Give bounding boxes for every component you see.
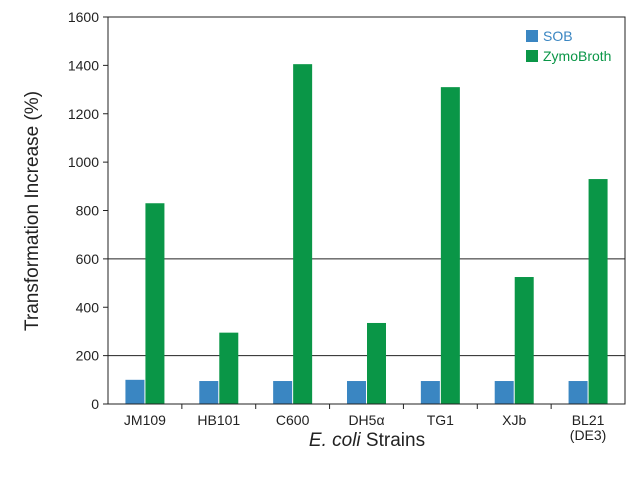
y-axis-ticks: 0 200 400 600 800 1000 1200 1400 1600 [68, 9, 108, 412]
bar-zymobroth-2 [293, 64, 313, 405]
bar-sob-5 [494, 381, 514, 404]
legend: SOB ZymoBroth [526, 28, 611, 64]
bar-zymobroth-3 [367, 322, 386, 404]
y-tick-label: 1200 [68, 106, 99, 122]
y-tick-label: 1000 [68, 154, 99, 170]
y-tick-label: 1400 [68, 57, 99, 73]
y-tick-label: 1600 [68, 9, 99, 25]
plot-frame [107, 16, 626, 405]
bar-zymobroth-4 [440, 87, 460, 405]
x-axis-title: E. coli Strains [309, 430, 425, 451]
gridlines [108, 258, 625, 357]
bars [125, 64, 608, 405]
legend-swatch-zymobroth [526, 50, 538, 62]
bar-sob-0 [125, 379, 145, 404]
x-tick-label: HB101 [197, 412, 240, 428]
x-tick-label: XJb [502, 412, 526, 428]
bar-zymobroth-0 [145, 203, 165, 404]
bar-zymobroth-5 [514, 277, 534, 404]
x-tick-label: DH5α [348, 412, 384, 428]
bar-zymobroth-6 [588, 179, 608, 404]
y-tick-label: 400 [76, 299, 100, 315]
axes [107, 16, 626, 405]
bar-sob-6 [568, 381, 588, 404]
x-axis-ticks: JM109 HB101 C600 DH5α TG1 XJb BL21(DE3) [124, 404, 606, 443]
y-tick-label: 200 [76, 348, 100, 364]
x-tick-label: JM109 [124, 412, 166, 428]
x-tick-label: BL21 [572, 412, 605, 428]
bar-sob-1 [199, 381, 219, 404]
y-axis-title: Transformation Increase (%) [22, 91, 43, 331]
y-tick-label: 600 [76, 251, 100, 267]
x-tick-sublabel: (DE3) [570, 427, 607, 443]
y-tick-label: 800 [76, 203, 100, 219]
legend-swatch-sob [526, 30, 538, 42]
x-axis-title-italic: E. coli [309, 430, 362, 451]
x-tick-label: TG1 [427, 412, 454, 428]
bar-sob-4 [420, 381, 440, 404]
bar-sob-2 [273, 381, 293, 404]
bar-sob-3 [347, 381, 366, 404]
legend-label-sob: SOB [543, 28, 573, 44]
bar-zymobroth-1 [219, 332, 239, 404]
x-tick-label: C600 [276, 412, 310, 428]
legend-label-zymobroth: ZymoBroth [543, 48, 611, 64]
x-axis-title-rest: Strains [361, 430, 425, 451]
y-tick-label: 0 [91, 396, 99, 412]
